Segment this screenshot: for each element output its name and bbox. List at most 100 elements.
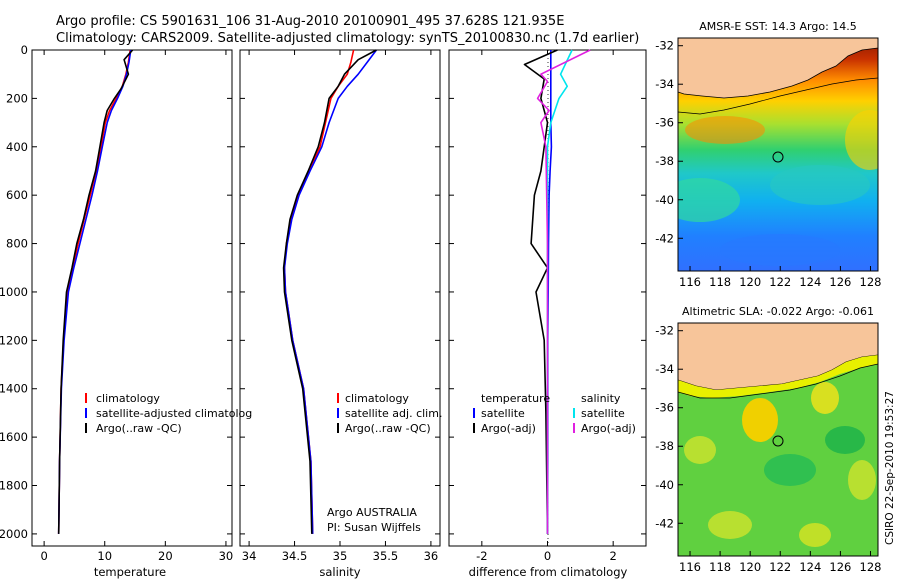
legend-satellite-adjusted: satellite-adjusted climatolog [96, 407, 252, 420]
x-tick-label: 35 [333, 549, 348, 563]
figure-title-line1: Argo profile: CS 5901631_106 31-Aug-2010… [56, 14, 564, 29]
lat-tick-label: -42 [655, 231, 674, 245]
legend-sal-argo: Argo(-adj) [581, 422, 636, 435]
legend-argo: Argo(..raw -QC) [96, 422, 182, 435]
sla-lon-ticks: 116 118 120 122 124 126 128 [679, 551, 881, 574]
legend-salinity-heading: salinity [581, 392, 621, 405]
salinity-axis-label: salinity [319, 565, 360, 579]
depth-tick-label: 1800 [0, 479, 28, 493]
lat-tick-label: -34 [655, 362, 674, 376]
depth-tick-label: 600 [6, 188, 28, 202]
lat-tick-label: -36 [655, 116, 674, 130]
sla-patch [848, 460, 876, 500]
depth-tick-label: 2000 [0, 527, 28, 541]
sla-patch [708, 511, 752, 539]
sst-contour [678, 77, 878, 115]
sst-patch [845, 110, 878, 170]
lat-tick-label: -38 [655, 154, 674, 168]
sla-map-panel: Altimetric SLA: -0.022 Argo: -0.061 116 1… [655, 305, 881, 574]
difference-panel: -2 0 2 difference from climatology tempera… [448, 49, 647, 579]
depth-tick-label: 1600 [0, 430, 28, 444]
lat-tick-label: -32 [655, 324, 674, 338]
sla-map-title: Altimetric SLA: -0.022 Argo: -0.061 [682, 305, 874, 318]
legend-satellite-adj: satellite adj. clim. [345, 407, 442, 420]
lon-tick-label: 124 [799, 560, 821, 574]
lat-tick-label: -34 [655, 77, 674, 91]
salinity-panel: 34 34.5 35 35.5 36 salinity climatology sate… [239, 49, 442, 579]
sla-patch [684, 436, 716, 464]
sla-map-frame [677, 322, 879, 557]
legend-climatology: climatology [345, 392, 409, 405]
lat-tick-label: -38 [655, 439, 674, 453]
credit-line2: PI: Susan Wijffels [327, 521, 421, 534]
lat-tick-label: -32 [655, 39, 674, 53]
temperature-legend: climatology satellite-adjusted climatolo… [85, 392, 252, 435]
depth-tick-label: 1400 [0, 382, 28, 396]
sst-lat-ticks: -32 -34 -36 -38 -40 -42 [655, 39, 683, 245]
lon-tick-label: 128 [860, 275, 882, 289]
depth-tick-label: 400 [6, 140, 28, 154]
series-line-black [282, 49, 377, 534]
legend-temperature-heading: temperature [481, 392, 550, 405]
series-line-magenta [536, 49, 591, 534]
lon-tick-label: 124 [799, 275, 821, 289]
sla-patch [811, 382, 839, 414]
temperature-series [57, 49, 134, 534]
sst-patch [720, 234, 840, 266]
sla-lat-ticks: -32 -34 -36 -38 -40 -42 [655, 324, 683, 530]
sla-contour [678, 363, 878, 399]
series-line-red [283, 49, 355, 534]
salinity-series [282, 49, 378, 534]
x-tick-label: 35.5 [373, 549, 399, 563]
lon-tick-label: 118 [709, 275, 731, 289]
lon-tick-label: 128 [860, 560, 882, 574]
lat-tick-label: -42 [655, 516, 674, 530]
x-tick-label: 10 [97, 549, 112, 563]
x-tick-label: 20 [158, 549, 173, 563]
sla-patch [799, 523, 831, 547]
lon-tick-label: 116 [679, 560, 701, 574]
lat-tick-label: -36 [655, 401, 674, 415]
legend-sal-satellite: satellite [581, 407, 625, 420]
temperature-panel: 0 200 400 600 800 1000 1200 1400 1600 1800 2000 0 1… [0, 43, 252, 579]
lon-tick-label: 120 [739, 275, 761, 289]
depth-tick-label: 1000 [0, 285, 28, 299]
legend-climatology: climatology [96, 392, 160, 405]
credit-line1: Argo AUSTRALIA [327, 506, 417, 519]
sst-profile-marker [772, 151, 784, 163]
x-tick-label: 0 [544, 549, 551, 563]
salinity-legend: climatology satellite adj. clim. Argo(..… [337, 392, 442, 435]
depth-tick-label: 1200 [0, 333, 28, 347]
series-line-black [57, 49, 134, 534]
legend-argo: Argo(..raw -QC) [345, 422, 431, 435]
x-tick-label: 34 [242, 549, 257, 563]
x-tick-label: 36 [424, 549, 439, 563]
lon-tick-label: 122 [769, 560, 791, 574]
difference-tick-labels: -2 0 2 [449, 49, 646, 563]
sla-profile-marker [772, 435, 784, 447]
sst-map-panel: AMSR-E SST: 14.3 Argo: 14.5 116 118 120 122… [655, 20, 882, 289]
lat-tick-label: -40 [655, 193, 674, 207]
depth-tick-label: 200 [6, 91, 28, 105]
x-tick-label: -2 [476, 549, 487, 563]
series-line-blue [57, 49, 132, 534]
series-line-blue [283, 49, 378, 534]
series-line-black [523, 49, 558, 534]
series-line-cyan [546, 49, 573, 534]
sst-patch [770, 165, 870, 205]
salinity-axes-frame [239, 49, 441, 547]
x-tick-label: 30 [219, 549, 234, 563]
difference-series [523, 49, 591, 534]
lon-tick-label: 116 [679, 275, 701, 289]
sst-patch [685, 116, 765, 144]
x-tick-label: 0 [40, 549, 47, 563]
lon-tick-label: 118 [709, 560, 731, 574]
sla-patch [764, 454, 816, 486]
x-tick-label: 2 [610, 549, 617, 563]
lon-tick-label: 120 [739, 560, 761, 574]
sst-patch [678, 178, 740, 222]
lon-tick-label: 126 [829, 275, 851, 289]
sst-map-frame [677, 37, 879, 272]
difference-legend: temperature satellite Argo(-adj) salinit… [473, 392, 636, 435]
